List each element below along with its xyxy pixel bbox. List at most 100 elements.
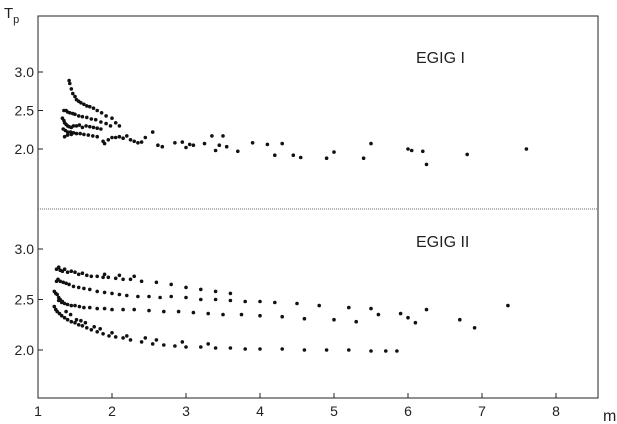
data-point-p2-112: [139, 340, 144, 344]
x-tick-label-5: 5: [330, 403, 338, 419]
data-point-p2-116: [184, 345, 188, 349]
data-point-p2-92: [506, 303, 510, 308]
data-point-p2-119: [228, 346, 233, 350]
data-point-p1-103: [424, 162, 429, 167]
data-point-p2-24: [228, 291, 233, 296]
data-point-p2-11: [89, 274, 94, 279]
data-point-p1-68: [121, 136, 125, 140]
y-tick-label-p1-3.0: 3.0: [15, 64, 35, 80]
data-point-p2-35: [76, 285, 81, 290]
data-point-p2-138: [110, 331, 114, 335]
data-point-p1-79: [180, 140, 185, 144]
data-point-p2-49: [213, 297, 218, 302]
data-point-p1-90: [250, 141, 255, 145]
data-point-p1-46: [95, 126, 99, 130]
data-point-p2-81: [221, 312, 225, 317]
data-point-p2-76: [147, 308, 151, 313]
data-point-p2-85: [302, 316, 307, 321]
data-point-p1-87: [221, 134, 225, 138]
data-point-p1-13: [99, 111, 104, 115]
data-point-p1-42: [80, 125, 85, 130]
data-point-p2-23: [213, 289, 218, 294]
data-point-p1-76: [156, 143, 160, 147]
data-point-p1-71: [132, 139, 136, 144]
data-point-p2-36: [82, 286, 86, 291]
data-point-p1-82: [184, 145, 188, 150]
data-point-p1-69: [125, 134, 129, 138]
data-point-p2-56: [347, 305, 351, 310]
data-point-p2-83: [258, 313, 262, 318]
data-point-p2-129: [56, 298, 61, 303]
data-point-p1-81: [191, 143, 196, 147]
data-point-p1-39: [71, 124, 76, 128]
data-point-p2-20: [169, 282, 173, 287]
data-point-p2-136: [92, 325, 96, 329]
data-point-p1-100: [406, 147, 410, 151]
data-point-p1-12: [95, 108, 99, 113]
data-point-p2-33: [67, 282, 71, 287]
data-point-p2-6: [69, 269, 74, 274]
data-point-p1-8: [82, 102, 86, 107]
data-point-p2-55: [317, 303, 322, 308]
data-point-p2-115: [173, 344, 177, 348]
data-point-p1-91: [265, 142, 270, 147]
data-point-p1-25: [80, 114, 85, 119]
data-point-p2-18: [139, 279, 144, 284]
y-tick-label-p2-3.0: 3.0: [15, 241, 35, 257]
data-point-p1-98: [361, 156, 366, 160]
data-point-p1-105: [524, 147, 529, 151]
y-axis-label-main: T: [4, 5, 13, 22]
ticks-layer: 1 2 3 4 5 6 7 8 3.0 2.5 2.0 3.0 2.5 2.0: [15, 64, 561, 419]
data-point-p2-97: [59, 313, 64, 318]
data-point-p2-86: [332, 317, 336, 322]
data-point-p2-42: [125, 293, 129, 298]
data-point-p2-66: [69, 303, 74, 308]
data-point-p1-28: [93, 117, 98, 122]
data-point-p2-73: [110, 307, 114, 312]
data-point-p1-55: [82, 132, 86, 137]
data-point-p2-64: [62, 301, 67, 306]
data-point-p2-65: [65, 302, 70, 307]
data-point-p2-84: [280, 314, 285, 319]
data-point-p1-101: [409, 148, 414, 153]
data-point-p1-61: [69, 132, 74, 137]
data-point-p1-92: [273, 153, 277, 157]
data-point-p1-24: [76, 114, 81, 118]
data-point-p2-142: [180, 340, 185, 344]
data-point-p1-88: [224, 144, 229, 149]
data-point-p2-48: [199, 297, 203, 302]
data-point-p2-135: [83, 320, 88, 325]
data-point-p2-77: [162, 309, 166, 314]
data-point-p2-74: [121, 307, 125, 312]
data-point-p2-111: [128, 338, 133, 342]
points-layer: [52, 78, 529, 353]
data-point-p1-99: [369, 141, 373, 146]
data-point-p1-27: [89, 117, 94, 121]
data-point-p1-84: [210, 134, 214, 138]
data-point-p2-13: [101, 275, 105, 280]
data-point-p2-12: [95, 274, 99, 279]
data-point-p2-127: [384, 349, 388, 353]
data-point-p1-47: [99, 127, 103, 131]
data-point-p2-118: [213, 346, 218, 350]
data-point-p1-3: [71, 91, 75, 96]
data-point-p2-121: [258, 347, 262, 351]
data-point-p2-54: [295, 301, 299, 306]
data-point-p2-89: [424, 307, 429, 312]
data-point-p2-7: [73, 270, 77, 275]
x-tick-label-3: 3: [182, 403, 190, 419]
data-point-p2-110: [121, 336, 125, 340]
data-point-p1-21: [68, 111, 72, 115]
data-point-p1-89: [236, 149, 240, 154]
data-point-p1-64: [106, 138, 111, 142]
data-point-p2-137: [98, 327, 102, 331]
panel-title-egig-2: EGIG II: [416, 234, 469, 251]
data-point-p2-67: [73, 303, 77, 308]
plot-frame: [37, 15, 599, 399]
data-point-p2-93: [52, 304, 57, 309]
data-point-p1-16: [113, 121, 118, 125]
data-point-p2-10: [85, 273, 89, 278]
data-point-p2-124: [324, 348, 329, 352]
data-point-p2-134: [79, 318, 83, 323]
